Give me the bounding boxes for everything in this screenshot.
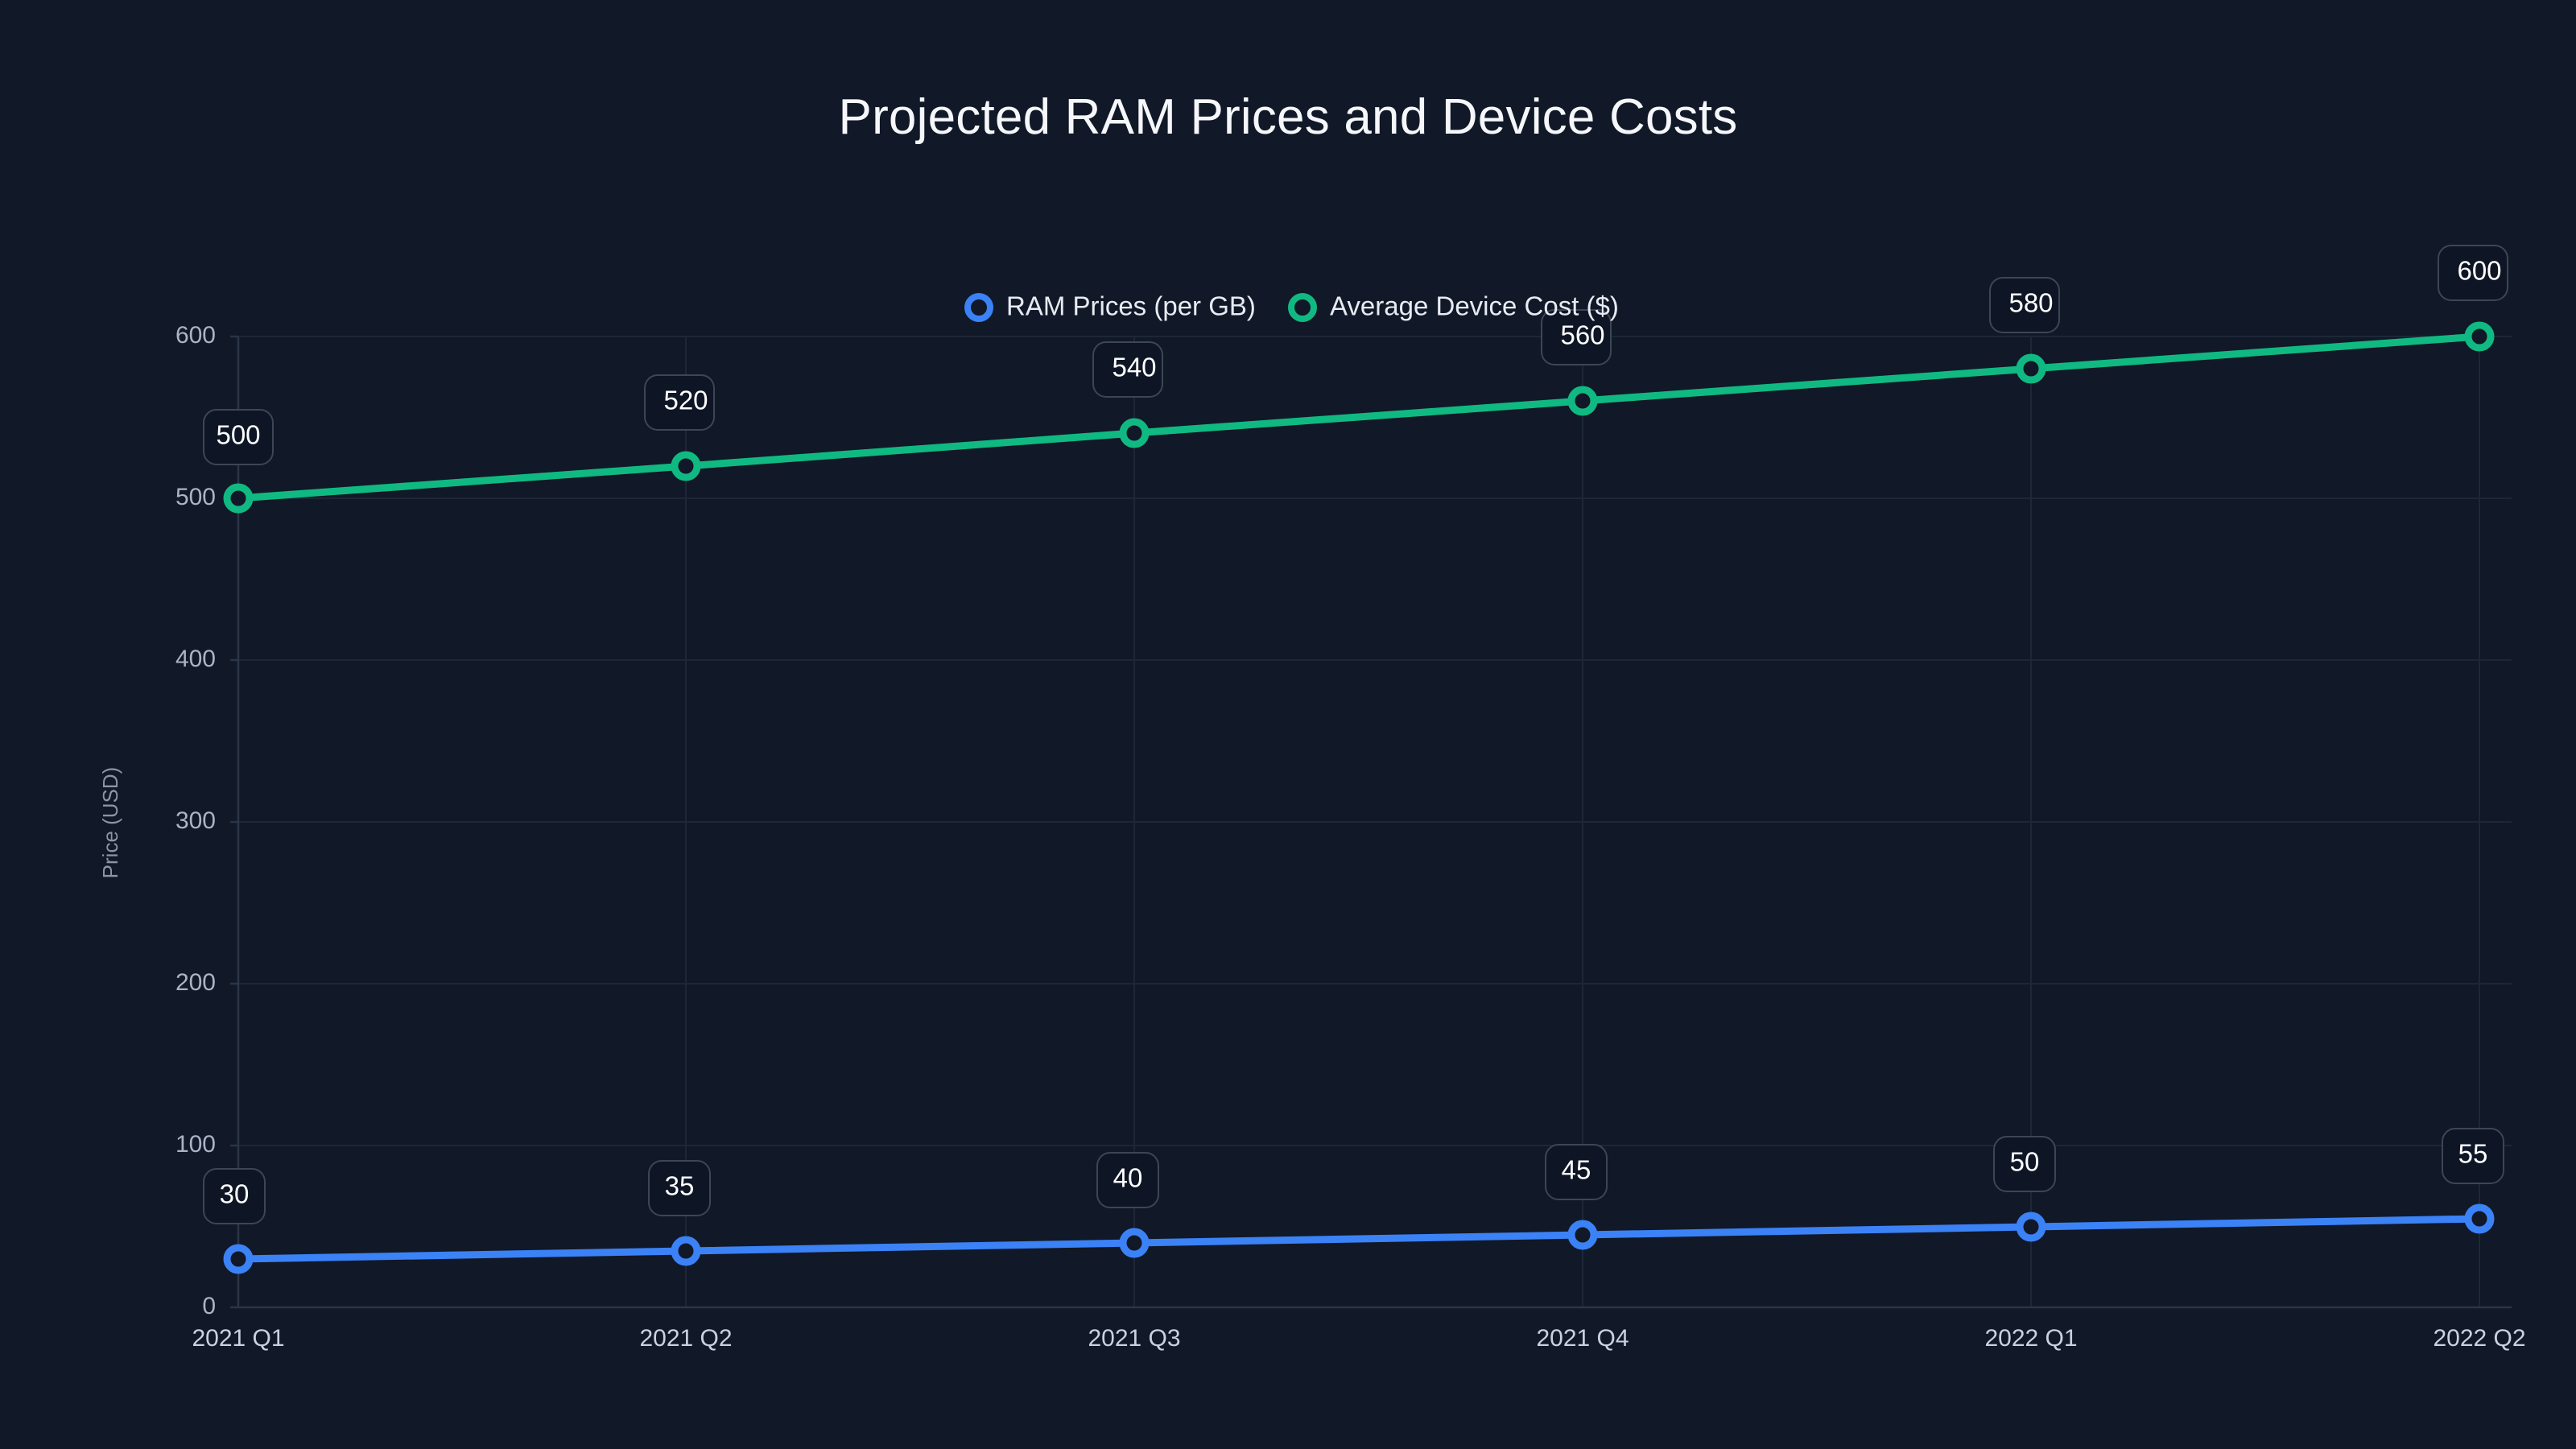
point-label-text-device-5: 600 xyxy=(2457,256,2501,286)
data-point-ram-5[interactable] xyxy=(2464,1203,2495,1234)
data-point-device-5[interactable] xyxy=(2464,321,2495,352)
y-tick-label-400: 400 xyxy=(175,646,216,672)
point-label-box-ram-3 xyxy=(1545,1144,1608,1200)
point-label-device-1: 520 xyxy=(644,374,715,431)
data-point-ram-3[interactable] xyxy=(1567,1220,1598,1250)
data-point-device-2[interactable] xyxy=(1119,418,1150,448)
point-label-ram-3: 45 xyxy=(1545,1144,1608,1200)
chart-title: Projected RAM Prices and Device Costs xyxy=(838,89,1738,145)
point-label-device-3: 560 xyxy=(1541,309,1612,365)
point-label-text-device-3: 560 xyxy=(1560,320,1604,350)
series-line-average-device-cost xyxy=(234,332,2483,502)
data-point-ram-0[interactable] xyxy=(223,1244,254,1274)
point-label-box-device-1 xyxy=(644,374,715,431)
series-markers-average-device-cost xyxy=(223,321,2495,514)
chart-legend: RAM Prices (per GB) Average Device Cost … xyxy=(964,291,1619,322)
x-tick-label-3: 2021 Q4 xyxy=(1536,1325,1629,1352)
data-point-ram-2[interactable] xyxy=(1119,1228,1150,1258)
point-label-ram-0: 30 xyxy=(203,1168,266,1224)
y-axis-title: Price (USD) xyxy=(98,767,122,879)
data-point-device-0[interactable] xyxy=(223,483,254,514)
point-label-device-0: 500 xyxy=(203,409,274,465)
point-label-ram-2: 40 xyxy=(1096,1152,1159,1208)
data-point-device-4[interactable] xyxy=(2016,353,2046,384)
point-label-box-device-3 xyxy=(1541,309,1612,365)
y-tick-marks xyxy=(230,335,238,1309)
y-tick-label-200: 200 xyxy=(175,969,216,996)
x-tick-label-4: 2022 Q1 xyxy=(1984,1325,2077,1352)
point-label-text-ram-3: 45 xyxy=(1562,1155,1591,1185)
y-tick-label-100: 100 xyxy=(175,1131,216,1158)
point-labels-ram-prices: 30 35 40 45 50 55 xyxy=(203,1128,2504,1224)
x-tick-label-5: 2022 Q2 xyxy=(2433,1325,2525,1352)
point-label-text-device-0: 500 xyxy=(216,420,260,450)
point-label-text-ram-2: 40 xyxy=(1113,1163,1143,1193)
legend-label-ram-prices: RAM Prices (per GB) xyxy=(1006,291,1256,321)
point-label-device-5: 600 xyxy=(2438,245,2508,301)
x-tick-label-0: 2021 Q1 xyxy=(192,1325,284,1352)
y-tick-label-300: 300 xyxy=(175,807,216,834)
legend-label-average-device-cost: Average Device Cost ($) xyxy=(1330,291,1619,321)
x-tick-label-1: 2021 Q2 xyxy=(639,1325,732,1352)
point-label-text-ram-5: 55 xyxy=(2458,1139,2488,1169)
series-line-ram-prices xyxy=(234,1215,2483,1263)
point-label-text-device-1: 520 xyxy=(663,386,708,415)
point-label-device-4: 580 xyxy=(1989,277,2060,333)
legend-item-average-device-cost[interactable]: Average Device Cost ($) xyxy=(1288,291,1619,322)
point-label-box-device-2 xyxy=(1092,341,1163,398)
y-tick-label-600: 600 xyxy=(175,322,216,349)
data-point-ram-4[interactable] xyxy=(2016,1212,2046,1242)
point-label-box-ram-4 xyxy=(1993,1136,2056,1192)
ring-marker-icon xyxy=(1288,293,1317,322)
point-label-ram-1: 35 xyxy=(648,1160,711,1216)
ring-marker-icon xyxy=(964,293,993,322)
point-label-box-device-5 xyxy=(2438,245,2508,301)
point-label-box-device-0 xyxy=(203,409,274,465)
data-point-ram-1[interactable] xyxy=(671,1236,701,1266)
legend-item-ram-prices[interactable]: RAM Prices (per GB) xyxy=(964,291,1256,322)
point-label-device-2: 540 xyxy=(1092,341,1163,398)
point-label-text-device-2: 540 xyxy=(1112,353,1156,382)
y-tick-label-500: 500 xyxy=(175,484,216,510)
point-label-box-device-4 xyxy=(1989,277,2060,333)
point-label-box-ram-1 xyxy=(648,1160,711,1216)
series-markers-ram-prices xyxy=(223,1203,2495,1274)
point-label-box-ram-0 xyxy=(203,1168,266,1224)
x-tick-label-2: 2021 Q3 xyxy=(1088,1325,1180,1352)
point-label-box-ram-2 xyxy=(1096,1152,1159,1208)
y-tick-label-0: 0 xyxy=(202,1293,216,1319)
data-point-device-1[interactable] xyxy=(671,451,701,481)
point-label-ram-5: 55 xyxy=(2442,1128,2504,1184)
point-label-text-device-4: 580 xyxy=(2008,288,2053,318)
point-labels-average-device-cost: 500 520 540 560 580 600 xyxy=(203,245,2508,465)
point-label-box-ram-5 xyxy=(2442,1128,2504,1184)
point-label-ram-4: 50 xyxy=(1993,1136,2056,1192)
point-label-text-ram-1: 35 xyxy=(665,1171,695,1201)
point-label-text-ram-0: 30 xyxy=(220,1179,250,1209)
point-label-text-ram-4: 50 xyxy=(2010,1147,2040,1177)
data-point-device-3[interactable] xyxy=(1567,386,1598,416)
gridlines xyxy=(238,336,2512,1308)
